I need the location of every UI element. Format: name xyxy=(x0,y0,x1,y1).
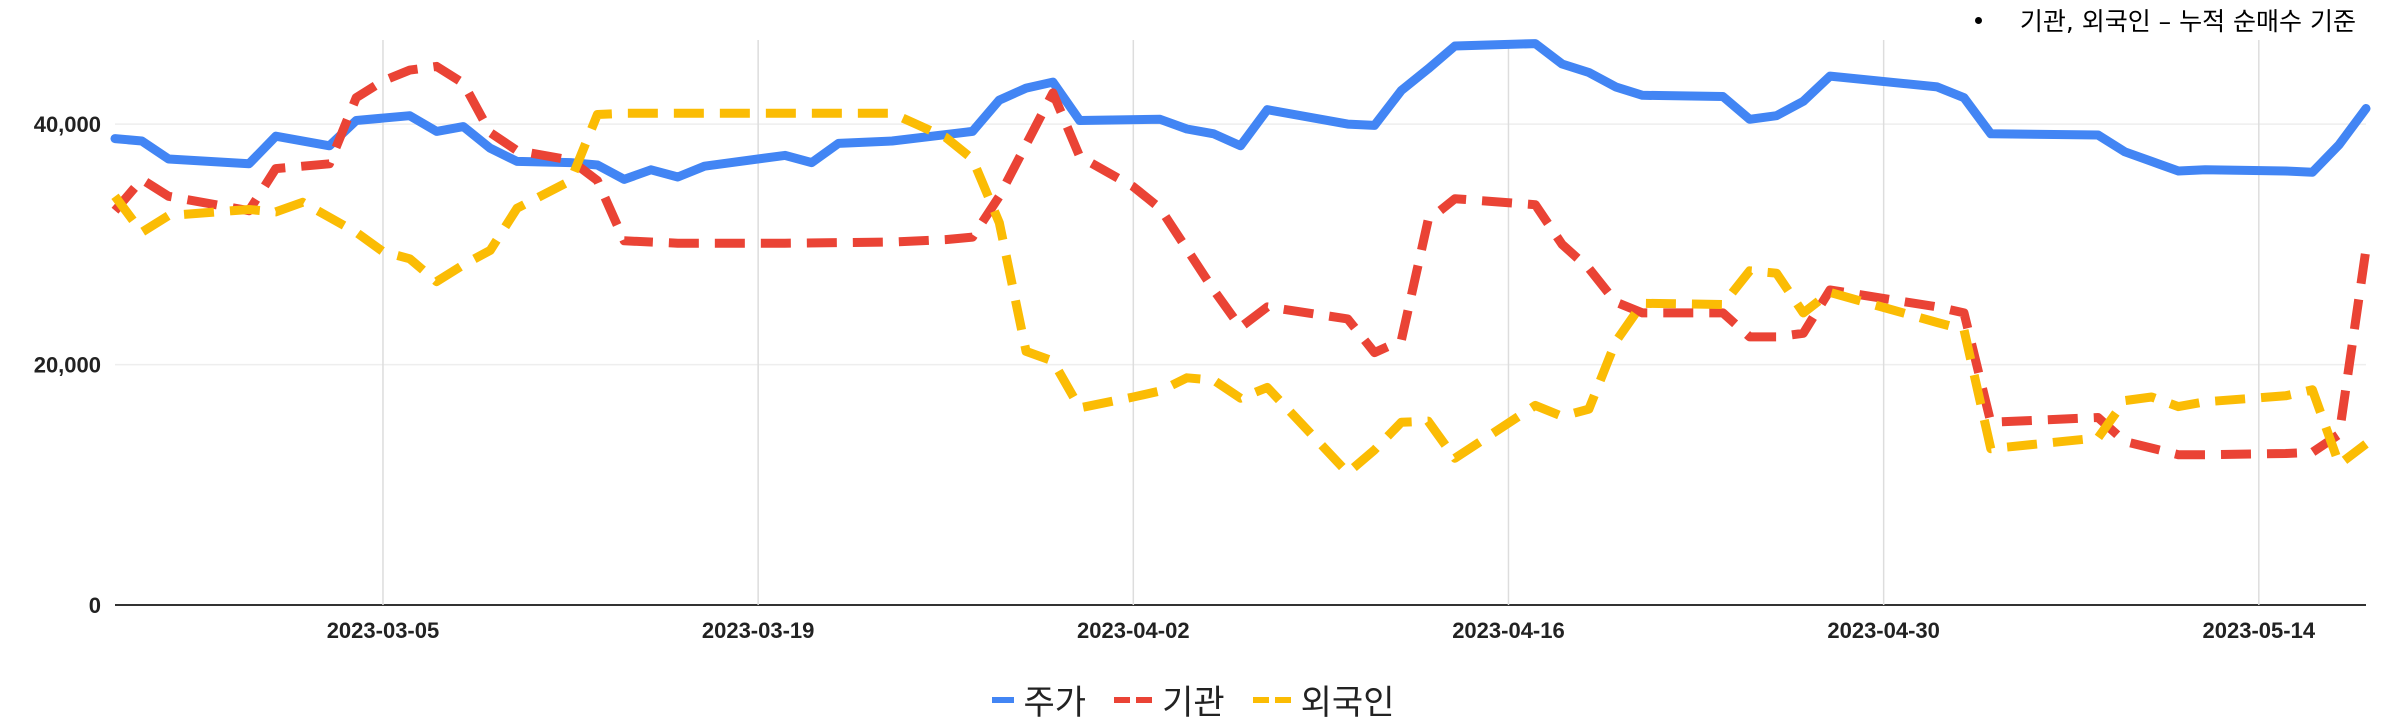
series-line-0 xyxy=(110,39,2371,184)
legend-swatch xyxy=(1252,696,1291,703)
x-tick-label: 2023-05-14 xyxy=(2203,618,2316,643)
y-tick-label: 40,000 xyxy=(34,112,101,137)
legend-swatch xyxy=(991,696,1014,703)
chart-note: 기관, 외국인 – 누적 순매수 기준 xyxy=(1974,2,2356,38)
series-lines xyxy=(110,39,2371,478)
x-tick-label: 2023-04-16 xyxy=(1452,618,1565,643)
legend-label: 기관 xyxy=(1162,683,1225,723)
y-tick-label: 20,000 xyxy=(34,353,101,378)
x-tick-label: 2023-03-19 xyxy=(702,618,815,643)
series-line-2 xyxy=(111,108,2369,478)
bullet-icon xyxy=(1974,16,1982,24)
x-tick-label: 2023-04-30 xyxy=(1827,618,1940,643)
legend-label: 주가 xyxy=(1023,683,1087,723)
grid-lines xyxy=(115,40,2366,606)
legend-item-0: 주가 xyxy=(991,675,1087,724)
legend-swatch xyxy=(1114,696,1153,703)
legend-item-2: 외국인 xyxy=(1252,675,1395,724)
note-text: 기관, 외국인 – 누적 순매수 기준 xyxy=(2019,7,2356,36)
series-line-1 xyxy=(111,61,2371,460)
y-axis: 0 20,000 40,000 xyxy=(34,112,101,618)
legend-label: 외국인 xyxy=(1300,683,1395,723)
legend-item-1: 기관 xyxy=(1114,675,1225,724)
x-tick-label: 2023-04-02 xyxy=(1077,618,1190,643)
y-tick-label: 0 xyxy=(89,593,101,618)
x-tick-label: 2023-03-05 xyxy=(327,618,440,643)
x-axis: 2023-03-05 2023-03-19 2023-04-02 2023-04-16… xyxy=(327,618,2316,643)
legend: 주가 기관 외국인 xyxy=(0,675,2386,724)
